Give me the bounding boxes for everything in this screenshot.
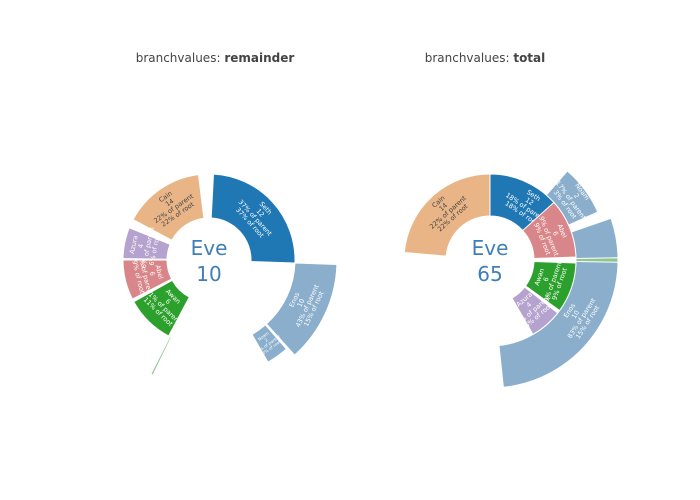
sector-label-line: 14: [164, 197, 175, 208]
sector-label-line: 10: [570, 309, 581, 320]
sector-awan[interactable]: [524, 261, 577, 312]
sector-label-line: Noam: [257, 331, 270, 342]
sector-noam[interactable]: [251, 324, 288, 363]
sector-cain[interactable]: [132, 174, 205, 241]
sector-label-line: Abel: [154, 264, 165, 280]
root-label: Eve: [472, 236, 509, 260]
sector-azura[interactable]: [511, 286, 559, 336]
sector-label-line: 14: [437, 201, 449, 212]
sector-cain[interactable]: [403, 173, 494, 257]
sector-label-line: 4: [525, 300, 533, 309]
chart-title-bold: total: [513, 51, 545, 65]
chart-title-bold: remainder: [224, 51, 294, 65]
sector-abel[interactable]: [122, 259, 173, 300]
chart-title-prefix: branchvalues:: [425, 51, 514, 65]
sector-label-line: 12: [524, 196, 535, 207]
sector-label-line: 6: [148, 271, 157, 277]
sector-enoch[interactable]: [150, 335, 172, 376]
sector-awan[interactable]: [133, 279, 190, 337]
sector-abel[interactable]: [521, 201, 577, 259]
chart-title-total: branchvalues: total: [425, 51, 546, 65]
chart-title-remainder: branchvalues: remainder: [136, 51, 295, 65]
sector-label-line: 10: [296, 297, 307, 308]
root-value: 65: [477, 262, 502, 286]
sector-enoch[interactable]: [575, 257, 619, 263]
sector-label-line: Azura: [128, 235, 140, 255]
sector-seth[interactable]: [210, 173, 296, 264]
sector-label-line: 2: [263, 337, 268, 343]
sector-azura[interactable]: [122, 227, 171, 260]
chart-title-prefix: branchvalues:: [136, 51, 225, 65]
sunburst-remainder: branchvalues: remainder Cain1422% of par…: [122, 51, 338, 376]
sunburst-total: branchvalues: total Cain1422% of parent2…: [403, 51, 619, 388]
sector-label-line: 6: [542, 276, 551, 283]
root-label: Eve: [191, 236, 228, 260]
sector-label-line: 6: [551, 230, 560, 237]
sector-label-line: 4: [136, 243, 145, 249]
sector-label-line: 2: [572, 192, 581, 200]
sector-enos[interactable]: [265, 262, 338, 356]
sector-label-line: 6: [164, 297, 173, 306]
sector-label-line: 12: [255, 207, 266, 219]
root-value: 10: [196, 262, 221, 286]
